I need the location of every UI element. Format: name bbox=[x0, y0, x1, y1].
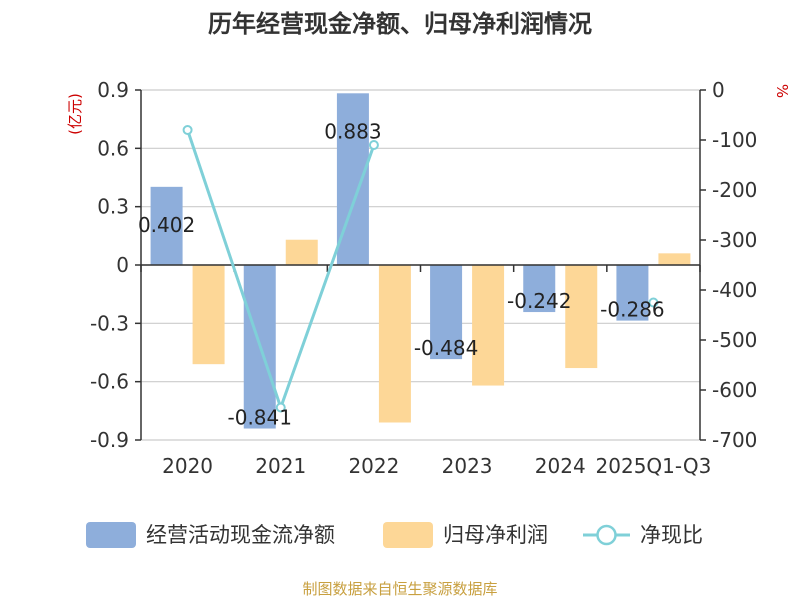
data-label-cashflow-2025Q1-Q3: -0.286 bbox=[600, 298, 664, 322]
bar-netprofit-2021 bbox=[285, 239, 318, 265]
bar-netprofit-2022 bbox=[378, 265, 411, 423]
data-label-cashflow-2023: -0.484 bbox=[414, 336, 478, 360]
bar-netprofit-2024 bbox=[565, 265, 598, 369]
right-tick-label-1: -100 bbox=[712, 128, 757, 152]
legend-label-ratio: 净现比 bbox=[640, 523, 703, 547]
right-tick-label-7: -700 bbox=[712, 428, 757, 452]
legend-swatch-cashflow bbox=[86, 522, 136, 548]
left-tick-label-2: 0.3 bbox=[97, 195, 129, 219]
right-axis-unit: % bbox=[773, 84, 791, 98]
legend-swatch-ratio-marker bbox=[596, 524, 617, 546]
line-series-group bbox=[182, 125, 659, 413]
legend-swatch-netprofit bbox=[383, 522, 433, 548]
axes-group bbox=[135, 89, 706, 441]
source-note: 制图数据来自恒生聚源数据库 bbox=[302, 580, 497, 598]
legend-label-netprofit: 归母净利润 bbox=[443, 523, 548, 547]
legend-item-netprofit[interactable]: 归母净利润 bbox=[383, 522, 548, 548]
right-tick-label-6: -600 bbox=[712, 378, 757, 402]
bar-cashflow-2025Q1-Q3 bbox=[616, 265, 649, 321]
x-axis-labels: 2020 2021 2022 2023 2024 2025Q1-Q3 bbox=[162, 454, 711, 478]
bar-cashflow-2020 bbox=[150, 186, 183, 265]
ratio-point-2020 bbox=[182, 125, 193, 135]
left-tick-label-6: -0.9 bbox=[90, 428, 129, 452]
bar-cashflow-2024 bbox=[523, 265, 556, 313]
left-tick-label-0: 0.9 bbox=[97, 78, 129, 102]
bar-cashflow-2023 bbox=[430, 265, 463, 360]
x-label-2022: 2022 bbox=[348, 454, 399, 478]
data-label-cashflow-2021: -0.841 bbox=[228, 406, 292, 430]
left-tick-label-3: 0 bbox=[116, 253, 129, 277]
bar-netprofit-2023 bbox=[472, 265, 505, 386]
legend-item-cashflow[interactable]: 经营活动现金流净额 bbox=[86, 522, 335, 548]
right-tick-label-2: -200 bbox=[712, 178, 757, 202]
left-tick-label-1: 0.6 bbox=[97, 136, 129, 160]
ratio-point-2022 bbox=[368, 140, 379, 150]
left-tick-label-5: -0.6 bbox=[90, 370, 129, 394]
x-label-2024: 2024 bbox=[535, 454, 586, 478]
bar-netprofit-2020 bbox=[192, 265, 225, 365]
data-label-cashflow-2022: 0.883 bbox=[324, 119, 381, 143]
legend-item-ratio[interactable]: 净现比 bbox=[583, 523, 703, 547]
chart-title: 历年经营现金净额、归母净利润情况 bbox=[208, 10, 592, 38]
left-axis-ticks: 0.9 0.6 0.3 0 -0.3 -0.6 -0.9 bbox=[90, 78, 129, 452]
ratio-point-2025Q1-Q3 bbox=[648, 297, 659, 308]
right-tick-label-4: -400 bbox=[712, 278, 757, 302]
x-label-2025Q1-Q3: 2025Q1-Q3 bbox=[596, 454, 712, 478]
right-axis-ticks: 0 -100 -200 -300 -400 -500 -600 -700 bbox=[712, 78, 757, 452]
data-label-cashflow-2024: -0.242 bbox=[507, 289, 571, 313]
right-tick-label-3: -300 bbox=[712, 228, 757, 252]
data-label-cashflow-2020: 0.402 bbox=[138, 213, 195, 237]
bar-netprofit-2025Q1-Q3 bbox=[658, 253, 691, 265]
right-tick-label-0: 0 bbox=[712, 78, 725, 102]
legend: 经营活动现金流净额 归母净利润 净现比 bbox=[86, 522, 703, 548]
left-tick-label-4: -0.3 bbox=[90, 311, 129, 335]
bars-group bbox=[150, 93, 691, 429]
x-label-2020: 2020 bbox=[162, 454, 213, 478]
left-axis-unit: (亿元) bbox=[66, 93, 84, 135]
ratio-point-2021 bbox=[275, 402, 286, 413]
legend-label-cashflow: 经营活动现金流净额 bbox=[146, 523, 335, 547]
right-tick-label-5: -500 bbox=[712, 328, 757, 352]
x-label-2023: 2023 bbox=[442, 454, 493, 478]
x-label-2021: 2021 bbox=[255, 454, 306, 478]
data-labels-group: 0.402 -0.841 0.883 -0.484 -0.242 -0.286 bbox=[138, 119, 665, 429]
